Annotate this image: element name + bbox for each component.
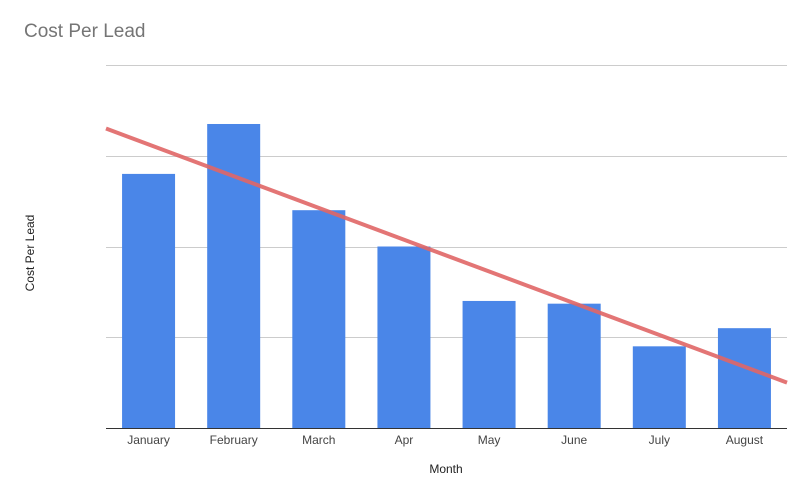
x-tick-label: July (649, 433, 670, 447)
bar-august (717, 328, 771, 428)
bar-january (122, 173, 176, 428)
x-tick-label: January (127, 433, 170, 447)
bar-march (292, 210, 346, 428)
bar-may (462, 300, 516, 428)
chart-title: Cost Per Lead (24, 21, 146, 42)
x-tick-label: May (478, 433, 501, 447)
trendline-layer (105, 126, 788, 385)
x-tick-label: Apr (395, 433, 414, 447)
trendline (105, 126, 788, 385)
x-axis-title: Month (429, 462, 463, 476)
bar-june (547, 303, 601, 428)
bar-apr (377, 246, 431, 428)
x-tick-label: February (210, 433, 258, 447)
bar-july (632, 346, 686, 428)
x-tick-label: August (726, 433, 764, 447)
x-tick-labels: January February March Apr May June July August (127, 433, 764, 447)
x-tick-label: March (302, 433, 335, 447)
x-tick-label: June (561, 433, 587, 447)
bars (122, 123, 771, 429)
